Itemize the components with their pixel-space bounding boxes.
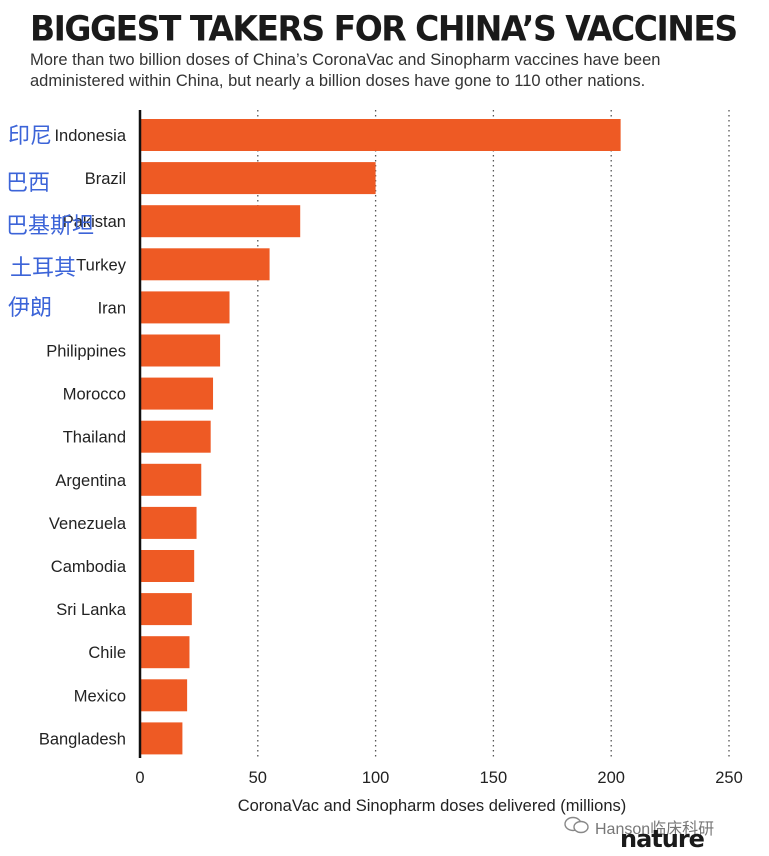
x-axis-label: CoronaVac and Sinopharm doses delivered … xyxy=(238,797,627,815)
nature-logo: nature xyxy=(620,825,705,853)
bar-bangladesh xyxy=(140,722,183,755)
bar-venezuela xyxy=(140,506,197,539)
chart-subtitle: More than two billion doses of China’s C… xyxy=(30,51,661,90)
cn-label-iran: 伊朗 xyxy=(8,296,53,321)
category-label-brazil: Brazil xyxy=(85,170,126,188)
category-label-turkey: Turkey xyxy=(76,256,127,274)
category-label-sri-lanka: Sri Lanka xyxy=(56,601,127,619)
tick-label-50: 50 xyxy=(249,769,267,787)
bar-philippines xyxy=(140,334,221,367)
category-label-morocco: Morocco xyxy=(63,386,126,404)
chart-title: BIGGEST TAKERS FOR CHINA’S VACCINES xyxy=(30,8,738,49)
bar-chile xyxy=(140,636,190,669)
bar-argentina xyxy=(140,463,202,496)
category-label-bangladesh: Bangladesh xyxy=(39,730,126,748)
category-label-pakistan: Pakistan xyxy=(63,213,126,231)
bar-morocco xyxy=(140,377,214,410)
cn-label-brazil: 巴西 xyxy=(6,171,51,196)
category-label-iran: Iran xyxy=(98,299,126,317)
category-label-chile: Chile xyxy=(88,644,126,662)
bar-sri-lanka xyxy=(140,593,192,626)
watermark-text: Hanson临床科研 xyxy=(595,821,715,838)
bar-cambodia xyxy=(140,550,195,582)
wechat-icon xyxy=(564,816,589,834)
bar-turkey xyxy=(140,248,270,281)
category-label-cambodia: Cambodia xyxy=(51,558,127,576)
bar-pakistan xyxy=(140,205,301,238)
cn-label-pakistan: 巴基斯坦 xyxy=(6,214,95,239)
cn-label-turkey: 土耳其 xyxy=(10,256,77,281)
bar-thailand xyxy=(140,420,211,453)
bar-mexico xyxy=(140,679,188,712)
category-label-indonesia: Indonesia xyxy=(54,127,126,145)
category-label-argentina: Argentina xyxy=(55,472,126,490)
category-label-mexico: Mexico xyxy=(74,687,126,705)
tick-label-0: 0 xyxy=(135,769,144,787)
bar-iran xyxy=(140,291,230,324)
category-label-thailand: Thailand xyxy=(63,429,126,447)
cn-label-indonesia: 印尼 xyxy=(8,124,53,149)
bar-indonesia xyxy=(140,119,621,151)
tick-label-200: 200 xyxy=(597,769,625,787)
bar-brazil xyxy=(140,162,376,195)
category-label-philippines: Philippines xyxy=(46,343,126,361)
tick-label-250: 250 xyxy=(715,769,743,787)
tick-label-150: 150 xyxy=(480,769,508,787)
tick-label-100: 100 xyxy=(362,769,390,787)
category-label-venezuela: Venezuela xyxy=(49,515,127,533)
